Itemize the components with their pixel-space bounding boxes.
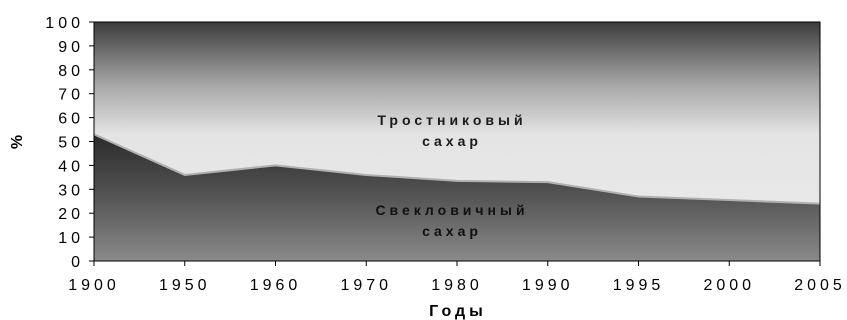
y-tick-label: 70	[58, 87, 84, 104]
x-axis-title: Годы	[429, 303, 487, 320]
x-tick-label: 1990	[522, 277, 574, 294]
area-cane-sugar	[94, 22, 820, 204]
y-axis: 0 10 20 30 40 50 60 70 80 90 100	[45, 15, 94, 271]
label-beet-sugar: Свекловичный сахар	[375, 202, 528, 239]
x-tick-label: 1960	[250, 277, 302, 294]
x-tick-label: 1980	[431, 277, 483, 294]
series-labels: Тростниковый сахар Свекловичный сахар	[375, 112, 528, 239]
y-tick-label: 30	[58, 182, 84, 199]
x-tick-label: 1970	[340, 277, 392, 294]
x-tick-label: 1900	[68, 277, 120, 294]
x-tick-label: 2005	[794, 277, 846, 294]
y-tick-label: 100	[45, 15, 84, 32]
label-cane-sugar: Тростниковый сахар	[377, 112, 526, 149]
y-tick-label: 50	[58, 135, 84, 152]
y-tick-label: 0	[71, 254, 84, 271]
y-tick-label: 20	[58, 206, 84, 223]
y-tick-label: 60	[58, 111, 84, 128]
x-tick-label: 1950	[159, 277, 211, 294]
y-tick-label: 40	[58, 158, 84, 175]
x-axis: 1900 1950 1960 1970 1980 1990 1995 2000 2005	[68, 261, 846, 294]
x-tick-label: 2000	[703, 277, 755, 294]
y-tick-label: 90	[58, 39, 84, 56]
y-axis-title: %	[9, 131, 26, 149]
series-boundary-line	[93, 133, 821, 205]
y-tick-label: 10	[58, 230, 84, 247]
x-tick-label: 1995	[613, 277, 665, 294]
y-tick-label: 80	[58, 63, 84, 80]
